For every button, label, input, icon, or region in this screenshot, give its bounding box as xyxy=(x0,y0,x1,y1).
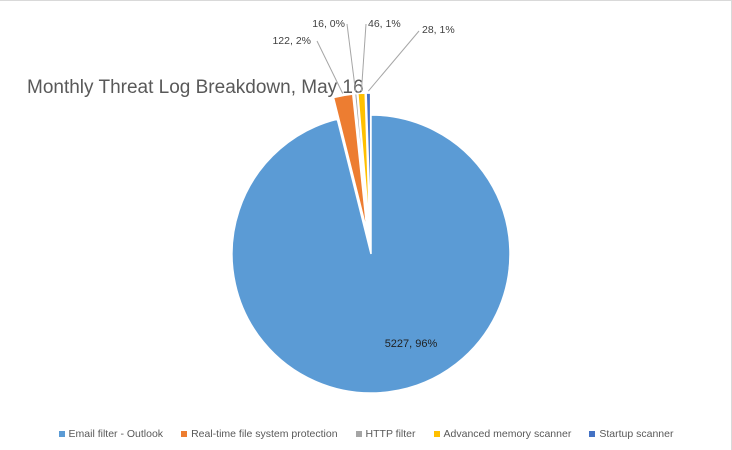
pie-slice-1 xyxy=(231,114,511,394)
data-label-4: 46, 1% xyxy=(368,18,401,30)
data-labels: 5227, 96% 122, 2%16, 0% 46, 1% 28, 1% xyxy=(272,18,454,350)
legend-swatch-3 xyxy=(355,431,362,437)
legend-swatch-4 xyxy=(433,431,440,437)
legend-label-2: Real-time file system protection xyxy=(191,428,338,440)
leader-line-3 xyxy=(346,23,357,92)
leader-lines xyxy=(316,23,420,94)
leader-line-2 xyxy=(316,40,344,94)
legend-item-2: Real-time file system protection xyxy=(181,428,338,440)
leader-line-5 xyxy=(367,30,420,92)
legend-swatch-5 xyxy=(589,431,596,437)
pie-slice-4 xyxy=(357,92,371,233)
legend-item-1: Email filter - Outlook xyxy=(58,428,164,440)
data-label-2: 122, 2% xyxy=(272,35,311,47)
pie-slices xyxy=(231,92,511,394)
chart-title: Monthly Threat Log Breakdown, May 16 xyxy=(27,77,364,98)
legend-label-3: HTTP filter xyxy=(365,428,416,440)
pie-slice-2 xyxy=(332,93,368,233)
data-label-5: 28, 1% xyxy=(422,24,455,36)
leader-line-4 xyxy=(360,23,367,92)
legend-item-3: HTTP filter xyxy=(355,428,416,440)
legend-item-5: Startup scanner xyxy=(589,428,673,440)
legend-swatch-2 xyxy=(181,431,188,437)
data-label-1: 5227, 96% xyxy=(385,338,438,350)
pie-slice-3 xyxy=(353,92,370,233)
legend-label-4: Advanced memory scanner xyxy=(443,428,572,440)
legend-item-4: Advanced memory scanner xyxy=(433,428,572,440)
data-label-3: 16, 0% xyxy=(312,18,345,30)
legend-label-1: Email filter - Outlook xyxy=(68,428,164,440)
legend: Email filter - Outlook Real-time file sys… xyxy=(0,428,732,440)
pie-slice-5 xyxy=(365,92,372,233)
legend-swatch-1 xyxy=(58,431,65,437)
legend-label-5: Startup scanner xyxy=(599,428,674,440)
